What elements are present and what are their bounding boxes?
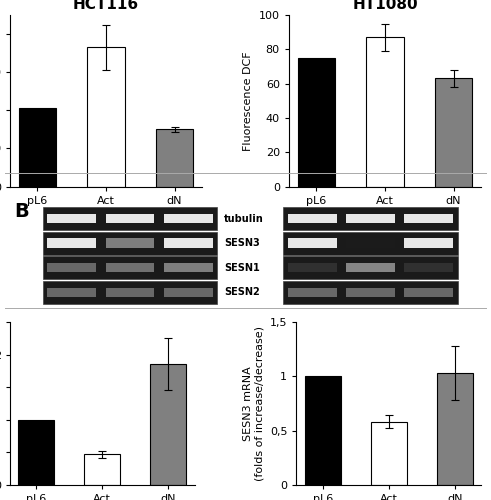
Bar <box>164 288 213 297</box>
Bar <box>404 263 453 272</box>
Bar <box>346 214 395 224</box>
Bar <box>164 263 213 272</box>
Bar <box>283 207 458 230</box>
Text: SESN1: SESN1 <box>224 262 260 272</box>
Bar <box>48 263 96 272</box>
Bar <box>150 364 186 485</box>
Bar <box>43 281 217 303</box>
Bar <box>366 38 404 186</box>
Bar <box>305 376 341 485</box>
Bar <box>18 420 55 485</box>
Text: tubulin: tubulin <box>224 214 264 224</box>
Bar <box>435 78 472 186</box>
Bar <box>19 108 56 186</box>
Bar <box>283 232 458 254</box>
Bar <box>87 48 125 186</box>
Y-axis label: SESN3 mRNA
(folds of increase/decrease): SESN3 mRNA (folds of increase/decrease) <box>243 326 264 481</box>
Bar <box>43 207 217 230</box>
Bar <box>164 214 213 224</box>
Bar <box>84 454 120 485</box>
Bar <box>283 281 458 303</box>
Bar <box>283 256 458 279</box>
Bar <box>436 373 473 485</box>
Bar <box>48 238 96 248</box>
Bar <box>288 263 337 272</box>
Bar <box>106 263 155 272</box>
Bar <box>404 288 453 297</box>
Bar <box>106 238 155 248</box>
Bar <box>43 232 217 254</box>
Title: HT1080: HT1080 <box>352 0 418 12</box>
Bar <box>156 130 193 186</box>
Bar <box>288 288 337 297</box>
Bar <box>346 288 395 297</box>
Bar <box>288 214 337 224</box>
Text: SESN3: SESN3 <box>224 238 260 248</box>
Bar <box>346 238 395 248</box>
Text: B: B <box>15 202 29 221</box>
Bar <box>404 214 453 224</box>
Title: HCT116: HCT116 <box>73 0 139 12</box>
Bar <box>106 288 155 297</box>
Bar <box>404 238 453 248</box>
Bar <box>164 238 213 248</box>
Bar <box>43 256 217 279</box>
Bar <box>298 58 335 186</box>
Bar <box>106 214 155 224</box>
Bar <box>371 422 407 485</box>
Bar <box>288 238 337 248</box>
Bar <box>346 263 395 272</box>
Bar <box>48 214 96 224</box>
Text: SESN2: SESN2 <box>224 287 260 297</box>
Bar <box>48 288 96 297</box>
Y-axis label: Fluorescence DCF: Fluorescence DCF <box>243 51 253 150</box>
